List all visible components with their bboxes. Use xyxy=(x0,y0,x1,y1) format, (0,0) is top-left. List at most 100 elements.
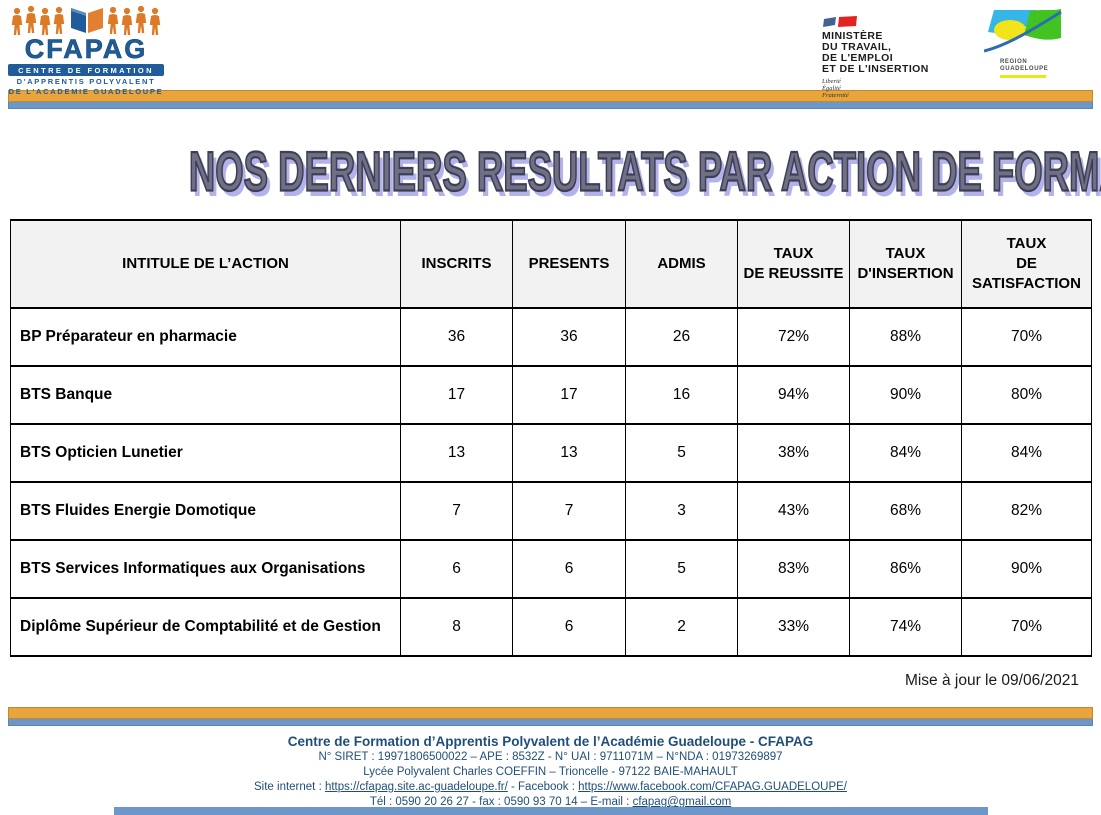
presents-cell: 6 xyxy=(512,539,626,599)
presents-cell: 7 xyxy=(512,481,626,541)
region-logo-line-2: GUADELOUPE xyxy=(1000,66,1049,72)
taux-satisfaction-cell: 80% xyxy=(961,365,1092,425)
taux-insertion-cell: 88% xyxy=(849,307,962,367)
facebook-link[interactable]: https://www.facebook.com/CFAPAG.GUADELOU… xyxy=(578,781,847,793)
page-header: CFAPAG CENTRE DE FORMATION D'APPRENTIS P… xyxy=(0,0,1101,99)
footer-address-line: Lycée Polyvalent Charles COEFFIN – Trion… xyxy=(363,766,738,778)
action-label-cell: BTS Opticien Lunetier xyxy=(10,423,401,483)
ministry-line-1: MINISTÈRE xyxy=(822,30,883,42)
ministry-line-4: ET DE L'INSERTION xyxy=(822,63,929,75)
taux-reussite-cell: 33% xyxy=(737,597,850,657)
separator-bar-bottom xyxy=(8,707,1093,726)
separator-blue-band xyxy=(8,102,1093,109)
taux-insertion-cell: 84% xyxy=(849,423,962,483)
results-table: INTITULE DE L’ACTION INSCRITS PRESENTS A… xyxy=(10,219,1092,657)
inscrits-cell: 6 xyxy=(400,539,513,599)
presents-cell: 6 xyxy=(512,597,626,657)
column-header-taux-satisfaction: TAUX DE SATISFACTION xyxy=(961,219,1092,309)
facebook-label: - Facebook : xyxy=(507,781,579,793)
region-logo-line-1: REGION xyxy=(1000,59,1028,65)
presents-cell: 13 xyxy=(512,423,626,483)
table-row: BTS Opticien Lunetier 13 13 5 38% 84% 84… xyxy=(10,423,1092,483)
column-header-taux-reussite: TAUX DE REUSSITE xyxy=(737,219,850,309)
admis-cell: 16 xyxy=(625,365,738,425)
taux-satisfaction-cell: 70% xyxy=(961,597,1092,657)
taux-satisfaction-cell: 84% xyxy=(961,423,1092,483)
cfapag-people-book-icon xyxy=(11,5,161,36)
last-updated-note: Mise à jour le 09/06/2021 xyxy=(904,672,1079,689)
email-link[interactable]: cfapag@gmail.com xyxy=(632,796,732,808)
taux-insertion-cell: 68% xyxy=(849,481,962,541)
separator-orange-band xyxy=(8,707,1093,719)
region-guadeloupe-emblem-icon xyxy=(984,9,1062,53)
taux-reussite-cell: 94% xyxy=(737,365,850,425)
page-title: NOS DERNIERS RESULTATS PAR ACTION DE FOR… xyxy=(188,139,1101,204)
separator-orange-band xyxy=(8,90,1093,102)
footer-links-line: Site internet : https://cfapag.site.ac-g… xyxy=(0,780,1101,795)
admis-cell: 26 xyxy=(625,307,738,367)
taux-satisfaction-cell: 82% xyxy=(961,481,1092,541)
table-row: BTS Services Informatiques aux Organisat… xyxy=(10,539,1092,599)
taux-satisfaction-cell: 70% xyxy=(961,307,1092,367)
french-flag-icon xyxy=(823,16,857,27)
cfapag-logo-subtitle-1: CENTRE DE FORMATION xyxy=(8,64,164,76)
ministry-motto-fraternite: Fraternité xyxy=(822,92,849,99)
table-row: BTS Fluides Energie Domotique 7 7 3 43% … xyxy=(10,481,1092,541)
taux-reussite-cell: 43% xyxy=(737,481,850,541)
taux-reussite-cell: 38% xyxy=(737,423,850,483)
presents-cell: 36 xyxy=(512,307,626,367)
ministry-line-3: DE L'EMPLOI xyxy=(822,52,894,64)
taux-reussite-cell: 83% xyxy=(737,539,850,599)
footer-contact-line: Tél : 0590 20 26 27 - fax : 0590 93 70 1… xyxy=(0,795,1101,810)
contact-label: Tél : 0590 20 26 27 - fax : 0590 93 70 1… xyxy=(369,796,633,808)
action-label-cell: Diplôme Supérieur de Comptabilité et de … xyxy=(10,597,401,657)
column-header-intitule: INTITULE DE L’ACTION xyxy=(10,219,401,309)
table-header-row: INTITULE DE L’ACTION INSCRITS PRESENTS A… xyxy=(10,219,1092,309)
action-label-cell: BTS Banque xyxy=(10,365,401,425)
presents-cell: 17 xyxy=(512,365,626,425)
action-label-cell: BP Préparateur en pharmacie xyxy=(10,307,401,367)
column-header-inscrits: INSCRITS xyxy=(400,219,513,309)
ministry-logo: MINISTÈRE DU TRAVAIL, DE L'EMPLOI ET DE … xyxy=(822,16,982,99)
cfapag-logo-subtitle-2: D'APPRENTIS POLYVALENT xyxy=(16,76,156,86)
inscrits-cell: 13 xyxy=(400,423,513,483)
admis-cell: 5 xyxy=(625,539,738,599)
inscrits-cell: 7 xyxy=(400,481,513,541)
action-label-cell: BTS Services Informatiques aux Organisat… xyxy=(10,539,401,599)
taux-reussite-cell: 72% xyxy=(737,307,850,367)
action-label-cell: BTS Fluides Energie Domotique xyxy=(10,481,401,541)
table-row: BP Préparateur en pharmacie 36 36 26 72%… xyxy=(10,307,1092,367)
inscrits-cell: 17 xyxy=(400,365,513,425)
table-row: Diplôme Supérieur de Comptabilité et de … xyxy=(10,597,1092,657)
taux-insertion-cell: 74% xyxy=(849,597,962,657)
ministry-motto-liberte: Liberté xyxy=(822,78,841,85)
separator-bar-top xyxy=(8,90,1093,109)
taux-insertion-cell: 86% xyxy=(849,539,962,599)
website-link[interactable]: https://cfapag.site.ac-guadeloupe.fr/ xyxy=(324,781,508,793)
column-header-taux-insertion: TAUX D'INSERTION xyxy=(849,219,962,309)
ministry-line-2: DU TRAVAIL, xyxy=(822,41,892,53)
website-label: Site internet : xyxy=(254,781,325,793)
inscrits-cell: 8 xyxy=(400,597,513,657)
page-footer: Centre de Formation d’Apprentis Polyvale… xyxy=(0,734,1101,810)
taux-insertion-cell: 90% xyxy=(849,365,962,425)
footer-registration-line: N° SIRET : 19971806500022 – APE : 8532Z … xyxy=(318,751,783,763)
table-row: BTS Banque 17 17 16 94% 90% 80% xyxy=(10,365,1092,425)
taux-satisfaction-cell: 90% xyxy=(961,539,1092,599)
cfapag-logo: CFAPAG CENTRE DE FORMATION D'APPRENTIS P… xyxy=(8,5,164,97)
cfapag-logo-subtitle-3: DE L'ACADEMIE GUADELOUPE xyxy=(8,87,164,96)
separator-blue-band xyxy=(8,719,1093,726)
region-logo-underline xyxy=(1000,75,1046,78)
cfapag-logo-name: CFAPAG xyxy=(24,34,148,64)
region-guadeloupe-logo: REGION GUADELOUPE xyxy=(984,8,1064,78)
footer-org-name: Centre de Formation d’Apprentis Polyvale… xyxy=(287,734,814,749)
ministry-motto-egalite: Égalité xyxy=(822,85,841,92)
admis-cell: 5 xyxy=(625,423,738,483)
title-block: NOS DERNIERS RESULTATS PAR ACTION DE FOR… xyxy=(0,139,1101,204)
column-header-admis: ADMIS xyxy=(625,219,738,309)
column-header-presents: PRESENTS xyxy=(512,219,626,309)
inscrits-cell: 36 xyxy=(400,307,513,367)
admis-cell: 3 xyxy=(625,481,738,541)
admis-cell: 2 xyxy=(625,597,738,657)
bottom-page-bar xyxy=(114,807,988,815)
